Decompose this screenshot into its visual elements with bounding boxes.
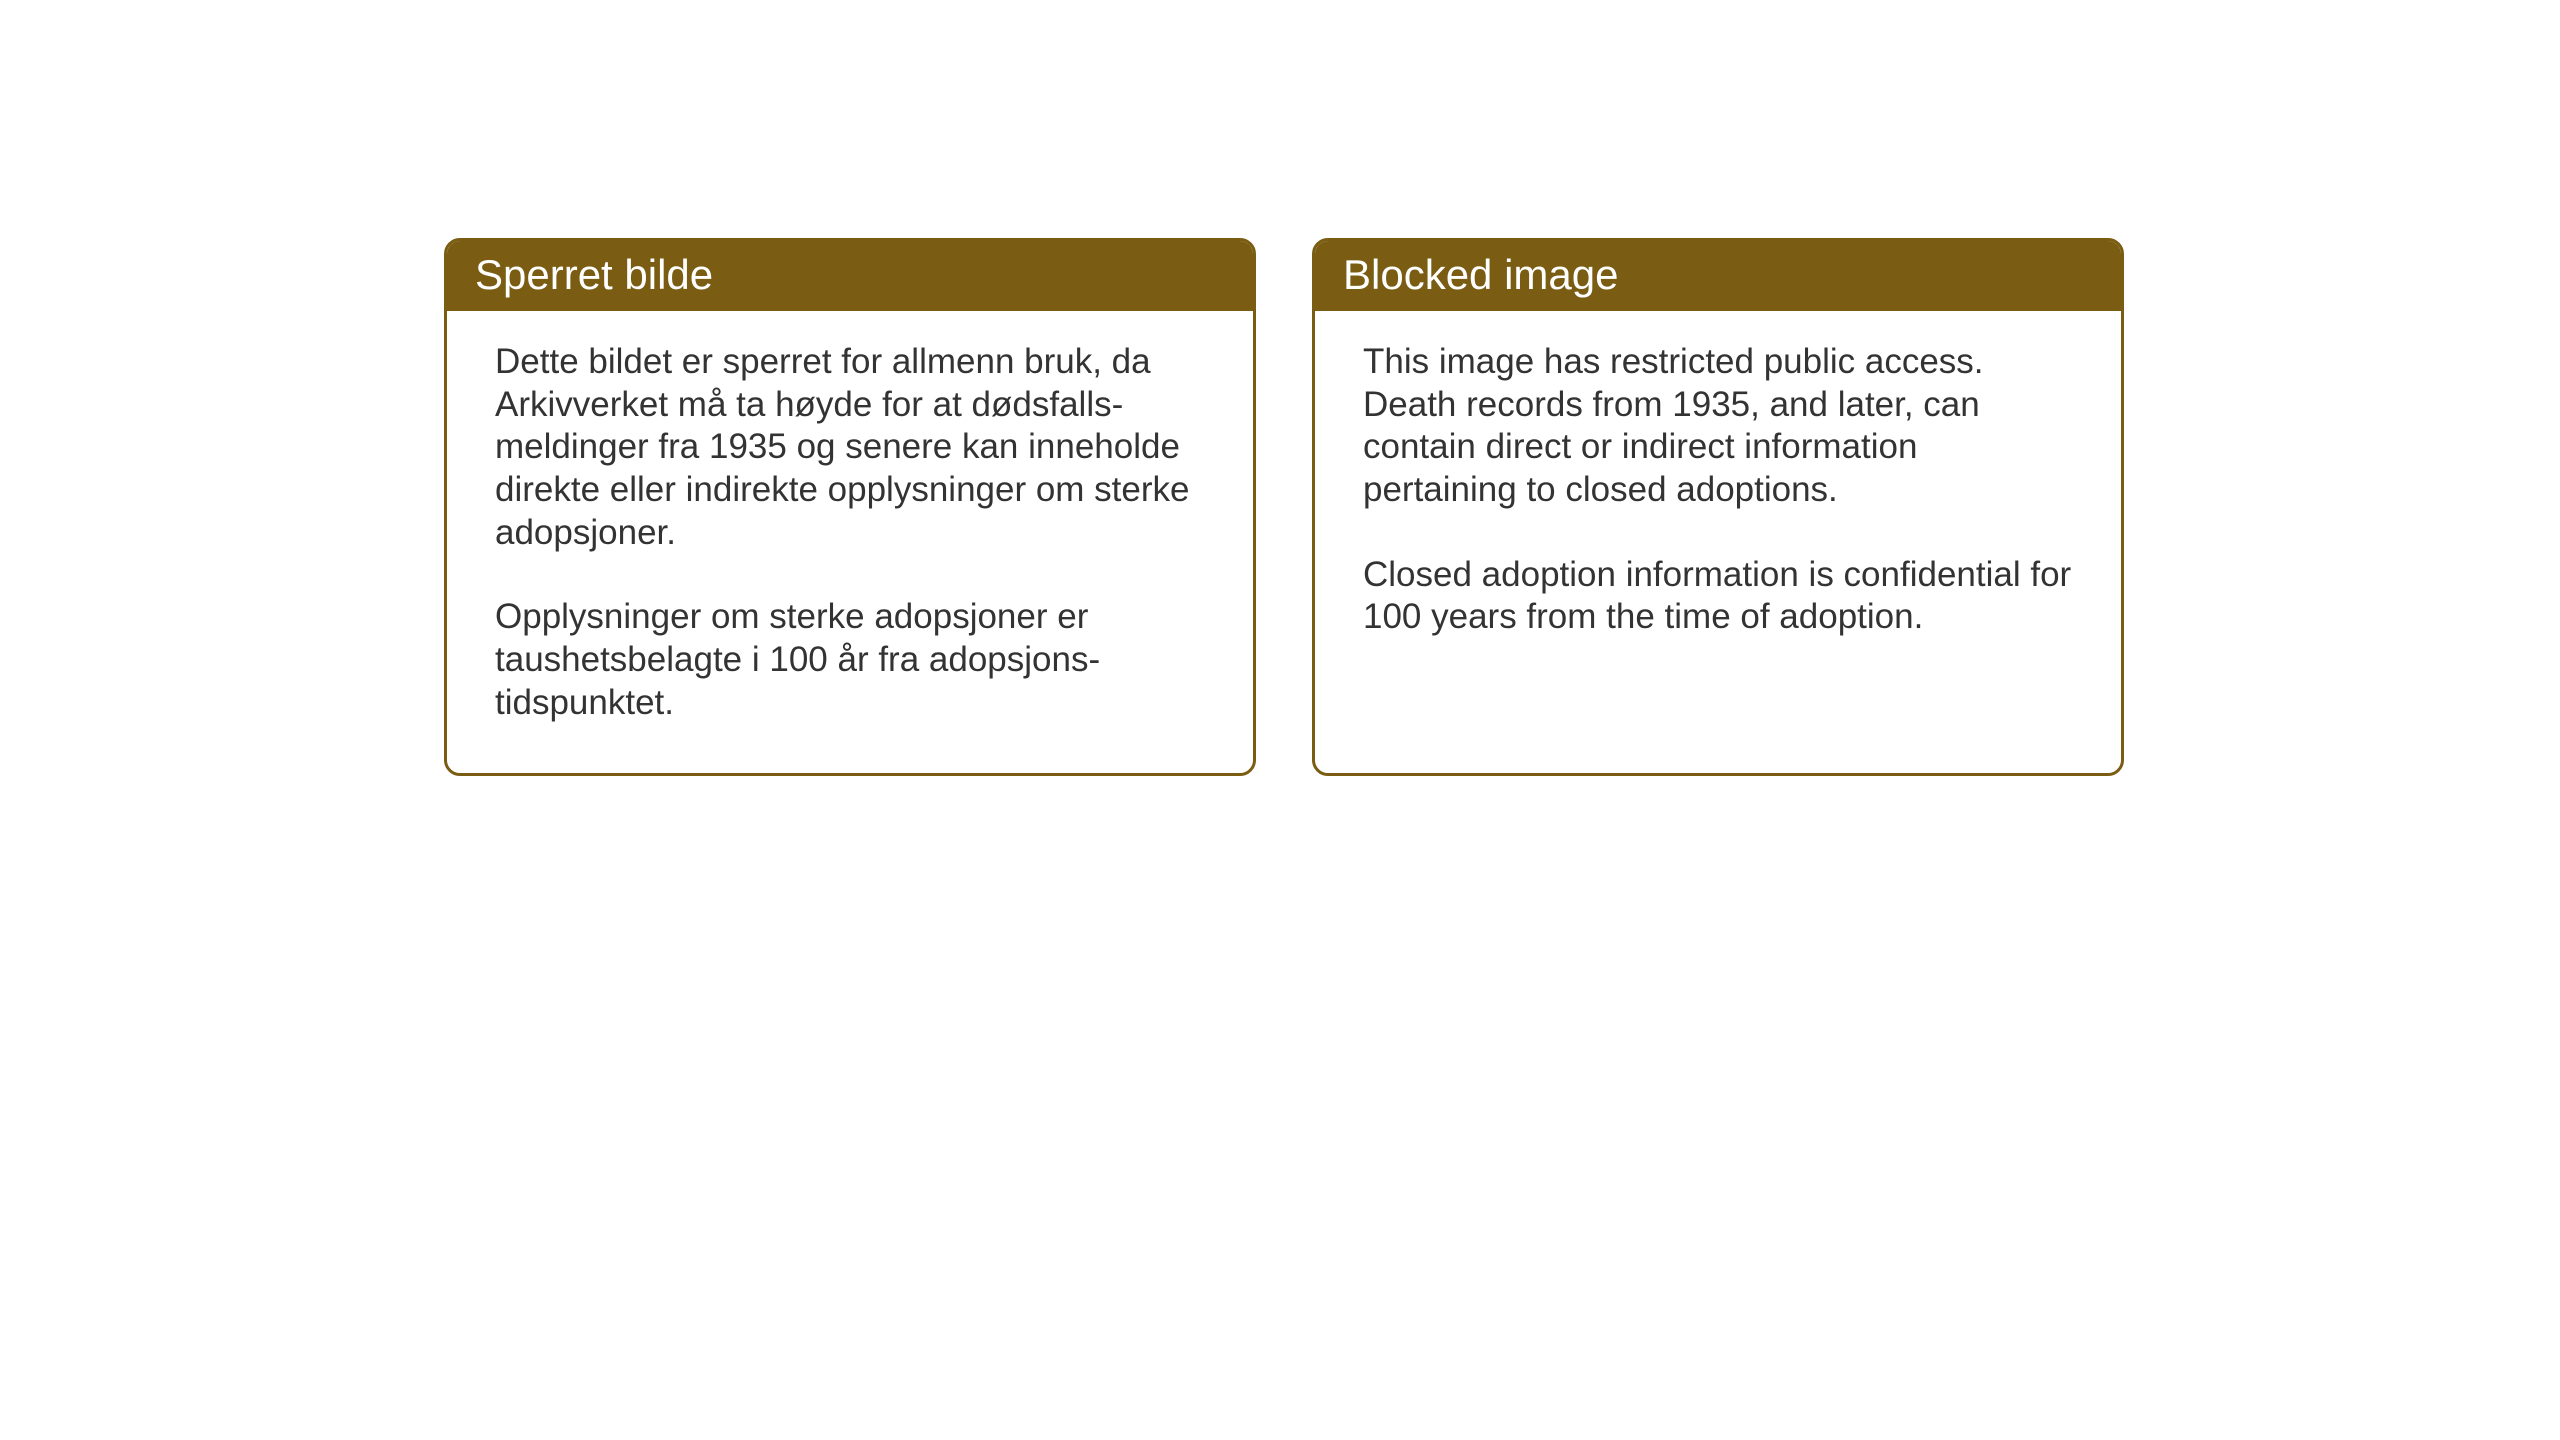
norwegian-notice-card: Sperret bilde Dette bildet er sperret fo… xyxy=(444,238,1256,776)
english-paragraph-1: This image has restricted public access.… xyxy=(1363,341,2073,512)
norwegian-title: Sperret bilde xyxy=(475,251,713,298)
english-notice-card: Blocked image This image has restricted … xyxy=(1312,238,2124,776)
norwegian-paragraph-2: Opplysninger om sterke adopsjoner er tau… xyxy=(495,596,1205,724)
notice-container: Sperret bilde Dette bildet er sperret fo… xyxy=(444,238,2124,776)
norwegian-card-body: Dette bildet er sperret for allmenn bruk… xyxy=(447,311,1253,773)
norwegian-card-header: Sperret bilde xyxy=(447,241,1253,311)
norwegian-paragraph-1: Dette bildet er sperret for allmenn bruk… xyxy=(495,341,1205,554)
english-title: Blocked image xyxy=(1343,251,1618,298)
english-paragraph-2: Closed adoption information is confident… xyxy=(1363,554,2073,639)
english-card-header: Blocked image xyxy=(1315,241,2121,311)
english-card-body: This image has restricted public access.… xyxy=(1315,311,2121,687)
